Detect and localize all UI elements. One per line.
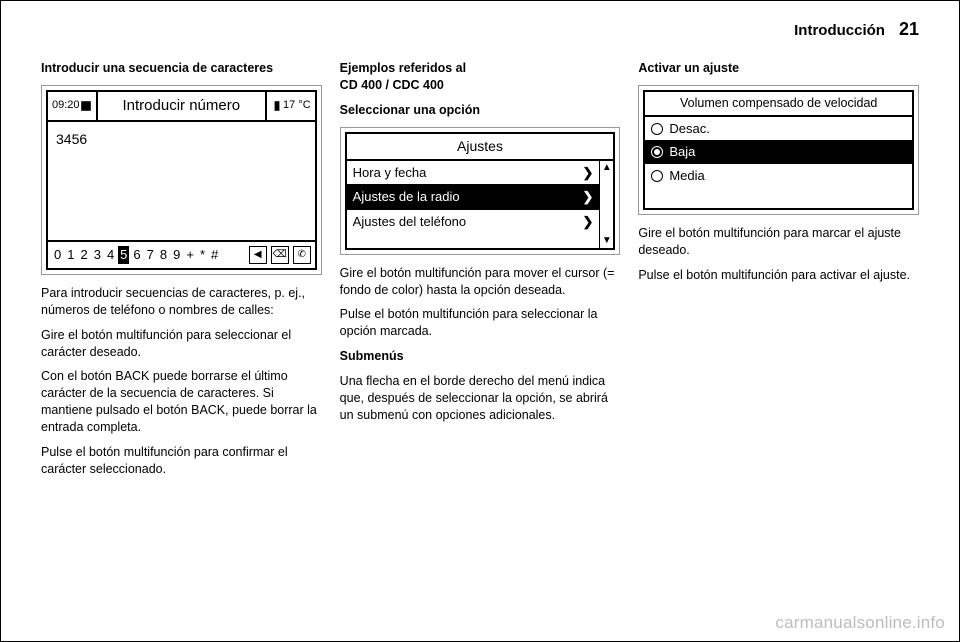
menu-row-telefono: Ajustes del teléfono ❯ [347,210,600,234]
col1-p4: Pulse el botón multifunción para confirm… [41,444,322,478]
radio-icon [651,170,663,182]
menu-row-radio-selected: Ajustes de la radio ❯ [347,185,600,210]
illustration-input-number: 09:20 Introducir número 17 °C 3456 0 1 [41,85,322,275]
col2-sub2: Submenús [340,348,621,365]
page-number: 21 [899,19,919,40]
menu-label: Ajustes de la radio [353,188,460,206]
screen-header: 09:20 Introducir número 17 °C [48,92,315,122]
chevron-right-icon: ❯ [582,188,593,206]
signal-icon [80,100,92,112]
scroll-down-icon: ▼ [602,234,612,248]
key-9: 9 [171,246,182,264]
key-1: 1 [65,246,76,264]
col3-p1: Gire el botón multifunción para marcar e… [638,225,919,259]
col2-p2: Pulse el botón multifunción para selecci… [340,306,621,340]
col3-heading: Activar un ajuste [638,60,919,77]
key-8: 8 [158,246,169,264]
menu-list: Hora y fecha ❯ Ajustes de la radio ❯ Aju… [347,161,600,248]
key-6: 6 [131,246,142,264]
chapter-title: Introducción [794,22,885,39]
setting-title: Volumen compensado de velocidad [645,92,912,117]
time-value: 09:20 [52,98,80,113]
key-hash: # [209,246,220,264]
column-3: Activar un ajuste Volumen compensado de … [638,60,919,486]
content-columns: Introducir una secuencia de caracteres 0… [41,60,919,486]
key-3: 3 [92,246,103,264]
keypad-row: 0 1 2 3 4 5 6 7 8 9 + * # ◀ [48,240,315,268]
key-4: 4 [105,246,116,264]
watermark: carmanualsonline.info [775,613,945,633]
key-5-selected: 5 [118,246,129,264]
col2-p3: Una flecha en el borde derecho del menú … [340,373,621,424]
menu-title: Ajustes [347,134,614,161]
col1-p3: Con el botón BACK puede borrarse el últi… [41,368,322,436]
key-7: 7 [145,246,156,264]
radio-icon-selected [651,146,663,158]
menu-body: Hora y fecha ❯ Ajustes de la radio ❯ Aju… [347,161,614,248]
temp-display: 17 °C [265,92,315,120]
backspace-icon: ⌫ [271,246,289,264]
col1-p1: Para introducir secuencias de caracteres… [41,285,322,319]
option-media: Media [645,164,912,188]
screen-frame: Ajustes Hora y fecha ❯ Ajustes de la rad… [345,132,616,250]
option-label: Baja [669,143,695,161]
chevron-right-icon: ❯ [582,213,593,231]
key-2: 2 [78,246,89,264]
chevron-right-icon: ❯ [582,164,593,182]
illustration-volume-setting: Volumen compensado de velocidad Desac. B… [638,85,919,215]
option-desac: Desac. [645,117,912,141]
screen-frame: 09:20 Introducir número 17 °C 3456 0 1 [46,90,317,270]
illustration-settings-menu: Ajustes Hora y fecha ❯ Ajustes de la rad… [340,127,621,255]
column-1: Introducir una secuencia de caracteres 0… [41,60,322,486]
col2-heading-line1: Ejemplos referidos al [340,60,621,77]
page-header: Introducción 21 [41,19,919,40]
arrow-left-icon: ◀ [249,246,267,264]
manual-page: Introducción 21 Introducir una secuencia… [0,0,960,642]
option-label: Desac. [669,120,709,138]
scroll-up-icon: ▲ [602,161,612,175]
menu-label: Hora y fecha [353,164,427,182]
key-plus: + [184,246,196,264]
menu-row-hora: Hora y fecha ❯ [347,161,600,186]
screen-title: Introducir número [98,96,266,116]
thermo-icon [271,100,283,112]
column-2: Ejemplos referidos al CD 400 / CDC 400 S… [340,60,621,486]
radio-icon [651,123,663,135]
key-star: * [198,246,207,264]
col3-p2: Pulse el botón multifunción para activar… [638,267,919,284]
entered-text: 3456 [48,122,315,240]
col2-heading-line2: CD 400 / CDC 400 [340,77,621,94]
temp-value: 17 °C [283,98,311,113]
col2-subhead: Seleccionar una opción [340,102,621,119]
col2-p1: Gire el botón multifunción para mover el… [340,265,621,299]
time-display: 09:20 [48,92,98,120]
key-0: 0 [52,246,63,264]
col1-heading: Introducir una secuencia de caracteres [41,60,322,77]
option-baja-selected: Baja [645,140,912,164]
col1-p2: Gire el botón multifunción para seleccio… [41,327,322,361]
screen-frame: Volumen compensado de velocidad Desac. B… [643,90,914,210]
option-label: Media [669,167,704,185]
scrollbar: ▲ ▼ [599,161,613,248]
menu-label: Ajustes del teléfono [353,213,466,231]
phone-icon: ✆ [293,246,311,264]
